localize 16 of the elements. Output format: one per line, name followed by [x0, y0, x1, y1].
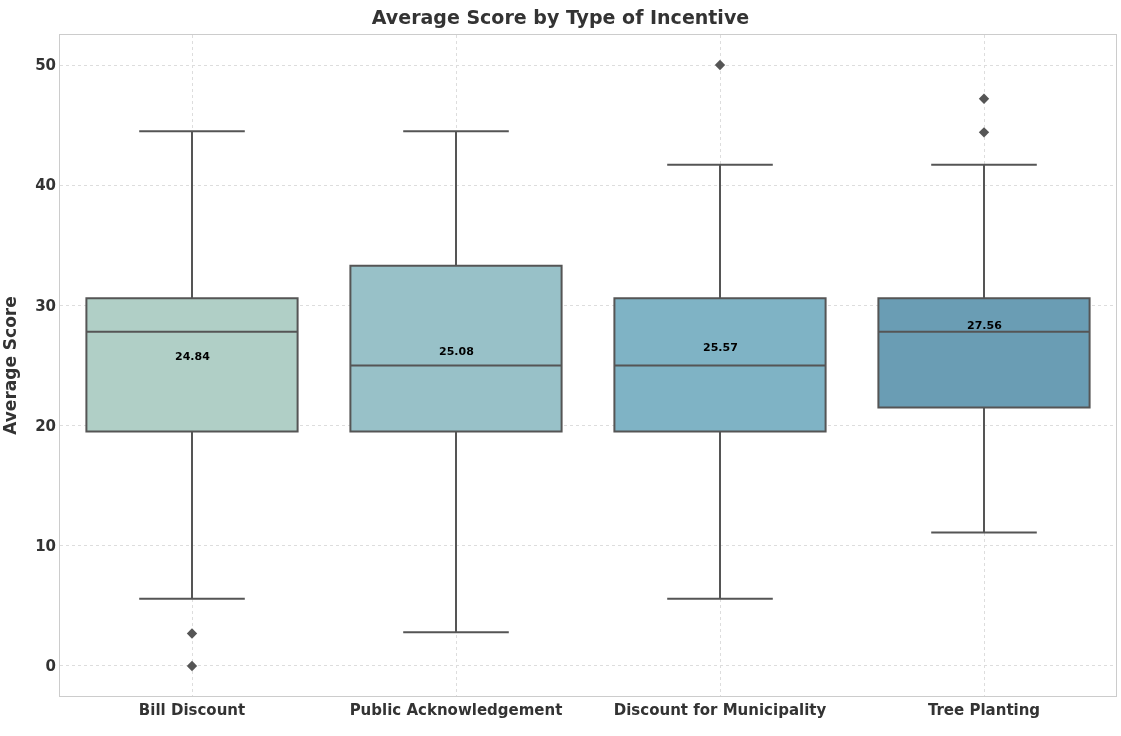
y-tick-label: 30 — [35, 296, 56, 315]
y-tick-label: 0 — [45, 657, 56, 676]
y-tick-label: 40 — [35, 176, 56, 195]
x-tick-label: Tree Planting — [927, 701, 1041, 719]
y-tick-label: 10 — [35, 537, 56, 556]
y-tick-label: 20 — [35, 416, 56, 435]
y-axis-title: Average Score — [0, 296, 20, 435]
annotation: 27.56 — [967, 319, 1003, 332]
chart-title: Average Score by Type of Incentive — [371, 6, 750, 29]
annotation: 24.84 — [175, 350, 211, 363]
y-tick-label: 50 — [35, 56, 56, 75]
x-tick-label: Discount for Municipality — [613, 701, 827, 719]
x-tick-label: Bill Discount — [138, 701, 246, 719]
annotation: 25.57 — [703, 341, 738, 354]
x-tick-label: Public Acknowledgement — [349, 701, 563, 719]
annotation: 25.08 — [439, 345, 474, 358]
